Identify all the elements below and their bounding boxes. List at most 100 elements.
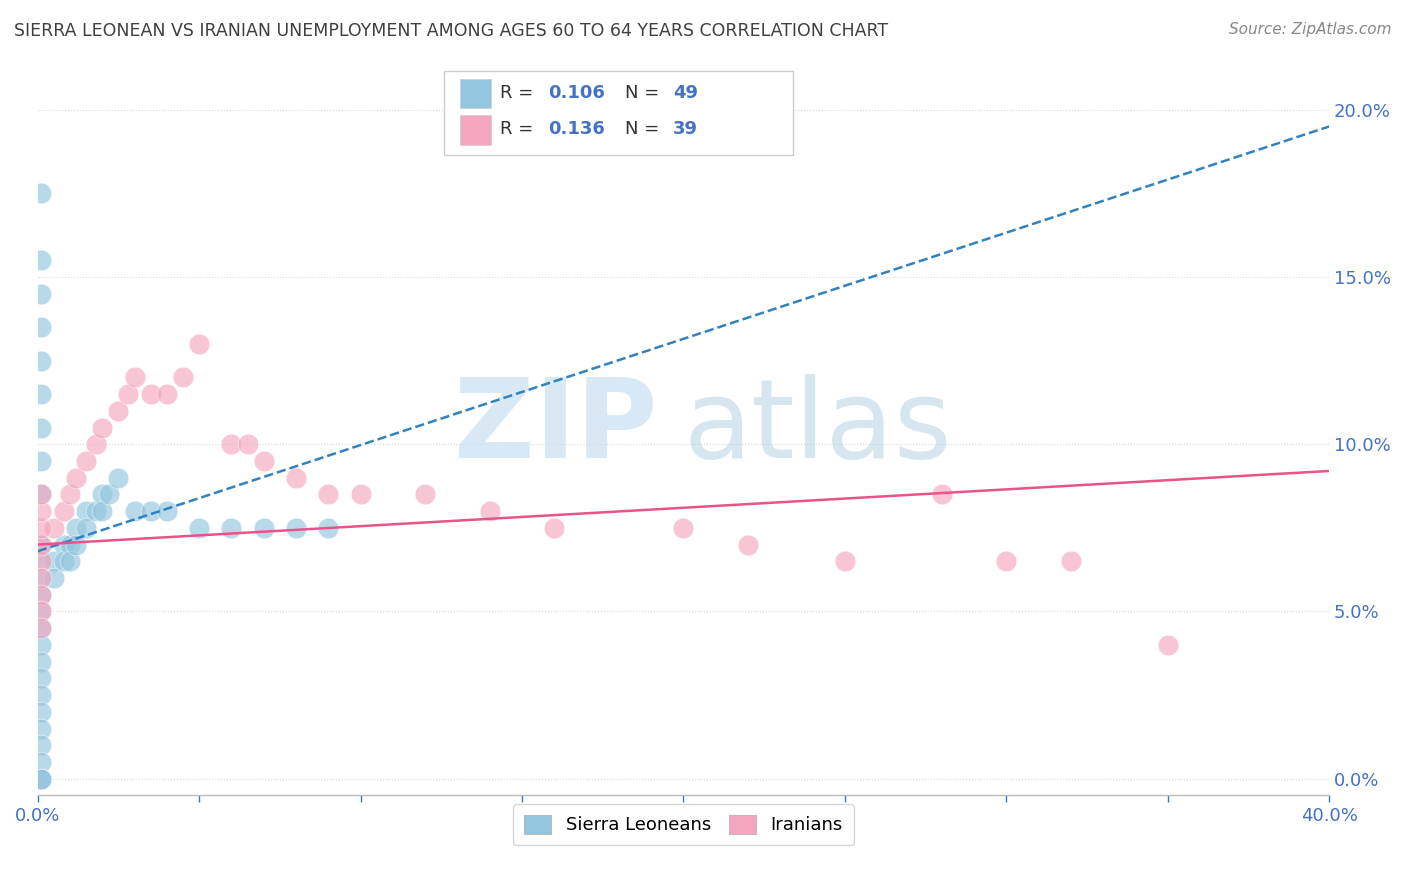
Point (30, 638, 52, 652)
Point (30, 588, 52, 602)
Text: SIERRA LEONEAN VS IRANIAN UNEMPLOYMENT AMONG AGES 60 TO 64 YEARS CORRELATION CHA: SIERRA LEONEAN VS IRANIAN UNEMPLOYMENT A… (14, 22, 889, 40)
Text: ZIP: ZIP (454, 374, 658, 481)
Point (188, 521, 211, 535)
Point (30, 521, 52, 535)
Point (156, 387, 179, 401)
Point (1060, 554, 1083, 568)
Point (316, 521, 339, 535)
Point (117, 387, 139, 401)
Point (253, 454, 276, 468)
Point (172, 370, 194, 384)
Text: 0.136: 0.136 (548, 120, 605, 138)
Point (139, 387, 162, 401)
Point (156, 504, 179, 518)
Point (42, 571, 65, 585)
Text: R =: R = (501, 120, 538, 138)
Point (84, 437, 107, 451)
Point (30, 554, 52, 568)
Text: R =: R = (501, 84, 538, 102)
Point (91, 487, 114, 501)
Point (30, 387, 52, 401)
Point (253, 521, 276, 535)
Point (316, 487, 339, 501)
FancyBboxPatch shape (460, 115, 491, 145)
Point (124, 370, 146, 384)
Point (413, 487, 436, 501)
Point (42, 521, 65, 535)
Point (107, 404, 129, 418)
FancyBboxPatch shape (460, 78, 491, 108)
Point (30, 604, 52, 618)
Point (30, 738, 52, 752)
Point (65, 537, 87, 551)
Point (91, 504, 114, 518)
Point (995, 554, 1018, 568)
Text: 39: 39 (673, 120, 699, 138)
Point (30, 772, 52, 786)
Point (30, 487, 52, 501)
Point (1157, 638, 1180, 652)
Text: Source: ZipAtlas.com: Source: ZipAtlas.com (1229, 22, 1392, 37)
Point (30, 537, 52, 551)
Point (30, 320, 52, 334)
Point (285, 471, 308, 485)
FancyBboxPatch shape (444, 70, 793, 155)
Point (30, 604, 52, 618)
Point (221, 437, 243, 451)
Point (672, 521, 695, 535)
Point (30, 504, 52, 518)
Text: atlas: atlas (683, 374, 952, 481)
Point (30, 454, 52, 468)
Point (139, 504, 162, 518)
Point (349, 487, 371, 501)
Point (30, 253, 52, 268)
Point (931, 487, 953, 501)
Point (59, 554, 82, 568)
Point (236, 437, 259, 451)
Point (52, 554, 75, 568)
Point (124, 504, 146, 518)
Point (834, 554, 856, 568)
Point (30, 688, 52, 702)
Point (65, 521, 87, 535)
Point (30, 755, 52, 769)
Point (30, 554, 52, 568)
Point (75, 454, 97, 468)
Point (30, 621, 52, 635)
Point (285, 521, 308, 535)
Text: 49: 49 (673, 84, 699, 102)
Point (30, 772, 52, 786)
Point (30, 186, 52, 201)
Point (30, 487, 52, 501)
Point (75, 504, 97, 518)
Point (543, 521, 565, 535)
Point (30, 537, 52, 551)
Point (30, 571, 52, 585)
Point (30, 286, 52, 301)
Point (221, 521, 243, 535)
Point (30, 571, 52, 585)
Point (52, 537, 75, 551)
Point (97, 487, 120, 501)
Point (30, 420, 52, 434)
Legend: Sierra Leoneans, Iranians: Sierra Leoneans, Iranians (513, 805, 853, 846)
Point (30, 588, 52, 602)
Point (65, 471, 87, 485)
Text: N =: N = (626, 120, 665, 138)
Point (84, 504, 107, 518)
Text: N =: N = (626, 84, 665, 102)
Point (75, 521, 97, 535)
Point (107, 471, 129, 485)
Point (42, 554, 65, 568)
Point (478, 504, 501, 518)
Point (30, 655, 52, 669)
Point (59, 537, 82, 551)
Point (52, 504, 75, 518)
Text: 0.106: 0.106 (548, 84, 605, 102)
Point (30, 722, 52, 736)
Point (30, 671, 52, 685)
Point (30, 705, 52, 719)
Point (91, 420, 114, 434)
Point (30, 621, 52, 635)
Point (59, 487, 82, 501)
